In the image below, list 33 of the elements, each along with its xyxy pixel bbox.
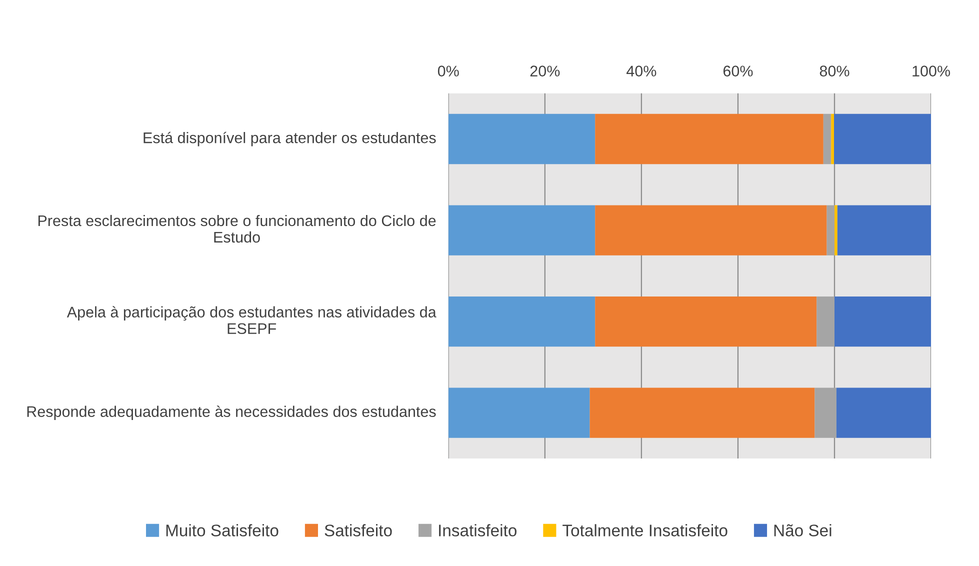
y-tick-label: Apela à participação dos estudantes nas atividades da ESEPF <box>66 306 436 334</box>
bar <box>823 114 832 164</box>
x-tick-label: 60% <box>723 66 753 76</box>
bar <box>837 205 932 256</box>
y-tick-label: Presta esclarecimentos sobre o funcionamento do Ciclo de Estudo <box>38 214 436 243</box>
bar <box>834 205 838 256</box>
x-tick-label: 40% <box>626 66 656 76</box>
legend-label: Satisfeito <box>324 524 392 536</box>
bar <box>826 205 834 256</box>
x-tick-label: 100% <box>912 66 950 76</box>
bar <box>595 205 827 256</box>
x-tick-label: 20% <box>530 66 560 76</box>
bar <box>590 388 815 438</box>
legend-label: Insatisfeito <box>439 524 516 536</box>
bar <box>814 388 836 438</box>
bar <box>448 296 596 347</box>
bar <box>448 205 596 256</box>
x-tick-label: 80% <box>820 66 850 76</box>
legend-label: Totalmente Insatisfeito <box>562 524 728 536</box>
bar <box>448 388 590 438</box>
bar <box>836 388 932 438</box>
bar <box>816 296 834 347</box>
bar <box>831 114 834 164</box>
y-tick-label: Está disponível para atender os estudantes <box>144 132 436 146</box>
bar <box>448 114 596 164</box>
legend-label: Muito Satisfeito <box>166 524 278 536</box>
x-tick-label: 0% <box>438 66 459 76</box>
legend-label: Não Sei <box>774 524 832 536</box>
y-tick-label: Responde adequadamente às necessidades dos estudantes <box>27 406 436 420</box>
bar <box>834 296 932 347</box>
bar <box>595 114 824 164</box>
bar <box>595 296 817 347</box>
bar <box>834 114 932 164</box>
